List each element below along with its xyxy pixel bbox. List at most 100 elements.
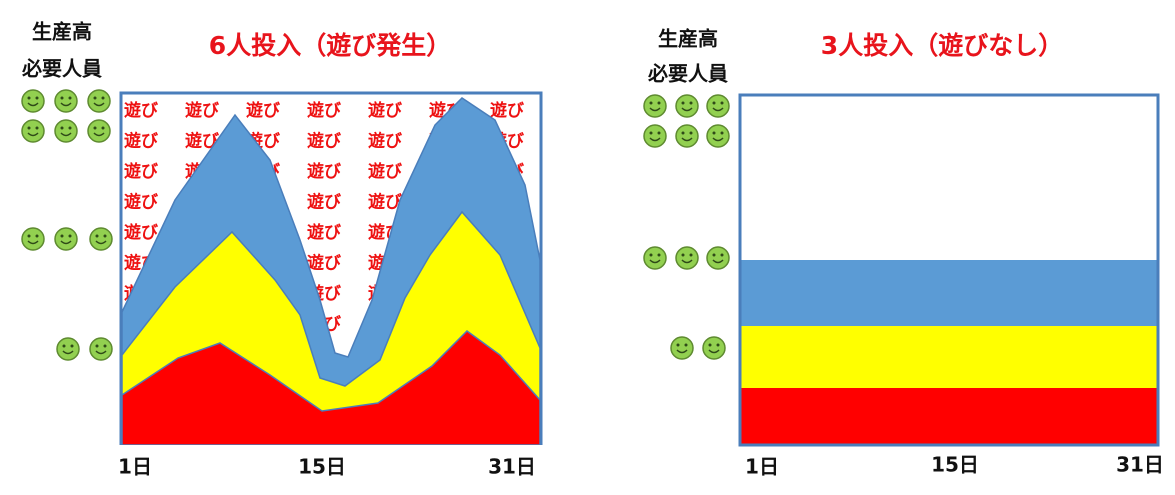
smiley-eye	[689, 131, 693, 135]
smiley-eye	[676, 343, 680, 347]
smiley-mouth	[712, 137, 724, 142]
smiley-eye	[103, 344, 107, 348]
smiley	[54, 227, 78, 251]
x-label: 1日	[118, 455, 152, 479]
frame	[738, 93, 1160, 447]
smiley-eye	[712, 131, 716, 135]
smiley-eye	[681, 253, 685, 257]
smiley-eye	[649, 131, 653, 135]
smiley-eye	[60, 126, 64, 130]
idle-label: 遊び	[307, 131, 341, 152]
smiley-mouth	[62, 350, 74, 355]
smiley-eye	[720, 101, 724, 105]
idle-label: 遊び	[368, 192, 402, 213]
smiley	[21, 227, 45, 251]
smiley-eye	[101, 96, 105, 100]
red-area	[121, 330, 540, 445]
smiley-mouth	[681, 137, 693, 142]
x-label: 31日	[488, 455, 536, 479]
panel-title: 6人投入（遊び発生）	[209, 31, 451, 60]
smiley-eye	[60, 234, 64, 238]
smiley-mouth	[649, 259, 661, 264]
smiley-face	[702, 336, 726, 360]
smiley-face	[643, 124, 667, 148]
smiley-eye	[720, 253, 724, 257]
smiley-face	[675, 124, 699, 148]
smiley-mouth	[681, 259, 693, 264]
smiley-eye	[27, 126, 31, 130]
smiley	[89, 227, 113, 251]
smiley-face	[54, 89, 78, 113]
smiley-eye	[95, 234, 99, 238]
smiley-mouth	[712, 107, 724, 112]
smiley-mouth	[60, 240, 72, 245]
smiley-eye	[93, 126, 97, 130]
staff-label: 必要人員	[647, 62, 728, 86]
smiley-eye	[684, 343, 688, 347]
smiley-face	[670, 336, 694, 360]
smiley-mouth	[27, 240, 39, 245]
smiley-eye	[60, 96, 64, 100]
smiley	[675, 124, 699, 148]
smiley	[54, 89, 78, 113]
smiley	[670, 336, 694, 360]
smiley	[706, 94, 730, 118]
smiley-mouth	[712, 259, 724, 264]
smiley-eye	[101, 126, 105, 130]
smiley-eye	[657, 253, 661, 257]
smiley-face	[675, 246, 699, 270]
idle-label: 遊び	[124, 100, 158, 121]
smiley-eye	[712, 101, 716, 105]
smiley-face	[643, 94, 667, 118]
smiley-face	[706, 246, 730, 270]
smiley	[675, 246, 699, 270]
smiley	[21, 89, 45, 113]
staff-icons	[21, 89, 730, 361]
smiley-eye	[35, 234, 39, 238]
smiley	[643, 94, 667, 118]
output-label: 生産高	[658, 27, 718, 51]
x-label: 1日	[745, 455, 779, 479]
smiley-mouth	[27, 132, 39, 137]
smiley-face	[56, 337, 80, 361]
smiley	[643, 124, 667, 148]
smiley	[56, 337, 80, 361]
smiley-eye	[720, 131, 724, 135]
smiley-eye	[35, 126, 39, 130]
smiley-face	[706, 124, 730, 148]
smiley-face	[706, 94, 730, 118]
smiley-face	[21, 119, 45, 143]
smiley	[643, 246, 667, 270]
smiley	[87, 119, 111, 143]
x-label: 15日	[931, 453, 979, 477]
frame	[119, 91, 543, 445]
smiley-eye	[68, 126, 72, 130]
smiley	[54, 119, 78, 143]
smiley-mouth	[681, 107, 693, 112]
idle-label: 遊び	[307, 161, 341, 182]
smiley	[89, 337, 113, 361]
output-label: 生産高	[32, 20, 92, 44]
smiley-mouth	[95, 350, 107, 355]
smiley-face	[675, 94, 699, 118]
smiley	[702, 336, 726, 360]
idle-label: 遊び	[368, 131, 402, 152]
idle-label: 遊び	[368, 161, 402, 182]
idle-label: 遊び	[307, 100, 341, 121]
smiley-eye	[35, 96, 39, 100]
smiley-mouth	[60, 102, 72, 107]
smiley-mouth	[708, 349, 720, 354]
smiley-face	[87, 89, 111, 113]
smiley-eye	[95, 344, 99, 348]
idle-label: 遊び	[307, 253, 341, 274]
panel-title: 3人投入（遊びなし）	[821, 31, 1063, 60]
idle-label: 遊び	[124, 192, 158, 213]
smiley-eye	[68, 96, 72, 100]
smiley-eye	[103, 234, 107, 238]
smiley-mouth	[95, 240, 107, 245]
smiley-mouth	[93, 132, 105, 137]
smiley	[675, 94, 699, 118]
smiley-face	[643, 246, 667, 270]
idle-label: 遊び	[307, 192, 341, 213]
idle-label: 遊び	[246, 100, 280, 121]
